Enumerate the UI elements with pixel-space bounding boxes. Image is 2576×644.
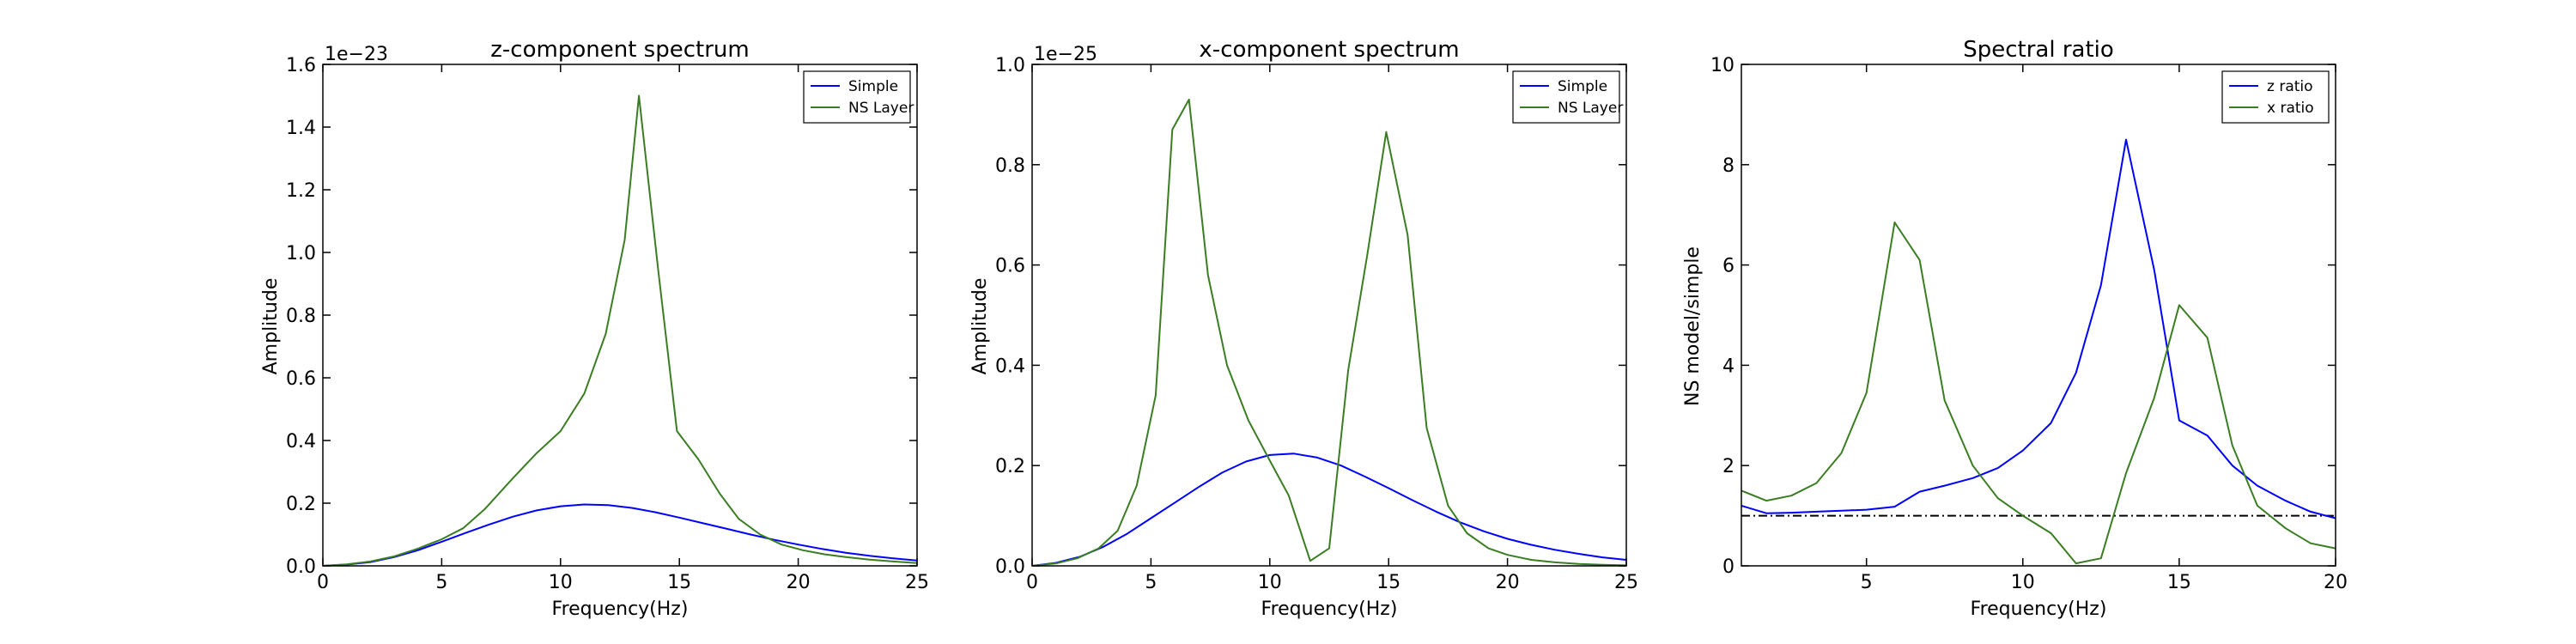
x-tick-label: 5 [1861, 572, 1873, 593]
y-axis-label: NS model/simple [1682, 246, 1704, 406]
series-line-simple [1032, 453, 1626, 566]
series-line-x-ratio [1741, 222, 2336, 565]
y-axis-label: Amplitude [969, 278, 991, 375]
x-tick-label: 15 [1376, 572, 1400, 593]
y-tick-label: 1.6 [286, 55, 316, 76]
chart-title: z-component spectrum [490, 37, 749, 63]
x-tick-label: 0 [317, 572, 329, 593]
y-tick-label: 0.6 [995, 256, 1025, 277]
y-tick-label: 0.2 [995, 456, 1025, 477]
legend-label: NS Layer [848, 100, 914, 117]
y-tick-label: 1.2 [286, 180, 316, 202]
x-tick-label: 15 [667, 572, 691, 593]
y-tick-label: 0.4 [286, 431, 316, 453]
legend-label: z ratio [2267, 78, 2313, 95]
x-tick-label: 10 [1258, 572, 1282, 593]
y-tick-label: 0.8 [995, 155, 1025, 177]
chart-title: x-component spectrum [1199, 37, 1459, 63]
x-tick-label: 25 [905, 572, 929, 593]
z-component-chart: z-component spectrum 1e−23 Frequency(Hz)… [260, 37, 929, 620]
legend-label: Simple [1558, 78, 1607, 95]
y-tick-label: 1.4 [286, 118, 316, 139]
y-tick-label: 1.0 [995, 55, 1025, 76]
legend: Simple NS Layer [1512, 70, 1623, 124]
legend: Simple NS Layer [803, 70, 914, 124]
x-tick-label: 0 [1026, 572, 1038, 593]
legend-label: NS Layer [1558, 100, 1623, 117]
x-tick-label: 25 [1614, 572, 1638, 593]
series-line-ns-layer [1032, 98, 1626, 566]
x-tick-label: 20 [2324, 572, 2348, 593]
legend-box [2221, 70, 2330, 124]
y-tick-label: 0.0 [286, 556, 316, 578]
y-tick-label: 1.0 [286, 243, 316, 264]
plot-frame [1741, 64, 2336, 567]
x-tick-label: 20 [1496, 572, 1520, 593]
series-line-ns-layer [323, 94, 917, 566]
y-tick-label: 0.8 [286, 306, 316, 327]
plot-frame [1031, 64, 1627, 567]
x-axis-label: Frequency(Hz) [1971, 598, 2107, 620]
y-tick-label: 0.0 [995, 556, 1025, 578]
series-line-simple [323, 503, 917, 566]
x-axis-label: Frequency(Hz) [552, 598, 689, 620]
legend-box [1512, 70, 1620, 124]
y-tick-label: 0.6 [286, 368, 316, 390]
legend: z ratio x ratio [2221, 70, 2330, 124]
x-tick-label: 5 [435, 572, 447, 593]
x-tick-label: 5 [1145, 572, 1157, 593]
y-tick-label: 4 [1722, 355, 1735, 377]
x-tick-label: 15 [2167, 572, 2191, 593]
x-tick-label: 10 [549, 572, 573, 593]
x-tick-label: 20 [787, 572, 811, 593]
y-tick-label: 2 [1722, 456, 1735, 477]
y-offset-text: 1e−25 [1034, 44, 1097, 65]
y-tick-label: 0.2 [286, 494, 316, 515]
spectral-ratio-chart: Spectral ratio Frequency(Hz) NS model/si… [1682, 37, 2348, 620]
legend-box [803, 70, 911, 124]
legend-label: x ratio [2267, 100, 2314, 117]
x-axis-label: Frequency(Hz) [1261, 598, 1398, 620]
y-tick-label: 6 [1722, 256, 1735, 277]
y-axis-label: Amplitude [260, 278, 282, 375]
series-line-z-ratio [1741, 138, 2336, 519]
y-tick-label: 0 [1722, 556, 1735, 578]
y-tick-label: 10 [1710, 55, 1735, 76]
y-tick-label: 0.4 [995, 355, 1025, 377]
x-component-chart: x-component spectrum 1e−25 Frequency(Hz)… [969, 37, 1638, 620]
chart-title: Spectral ratio [1963, 37, 2114, 63]
x-tick-label: 10 [2011, 572, 2035, 593]
y-offset-text: 1e−23 [325, 44, 388, 65]
legend-label: Simple [848, 78, 898, 95]
y-tick-label: 8 [1722, 155, 1735, 177]
